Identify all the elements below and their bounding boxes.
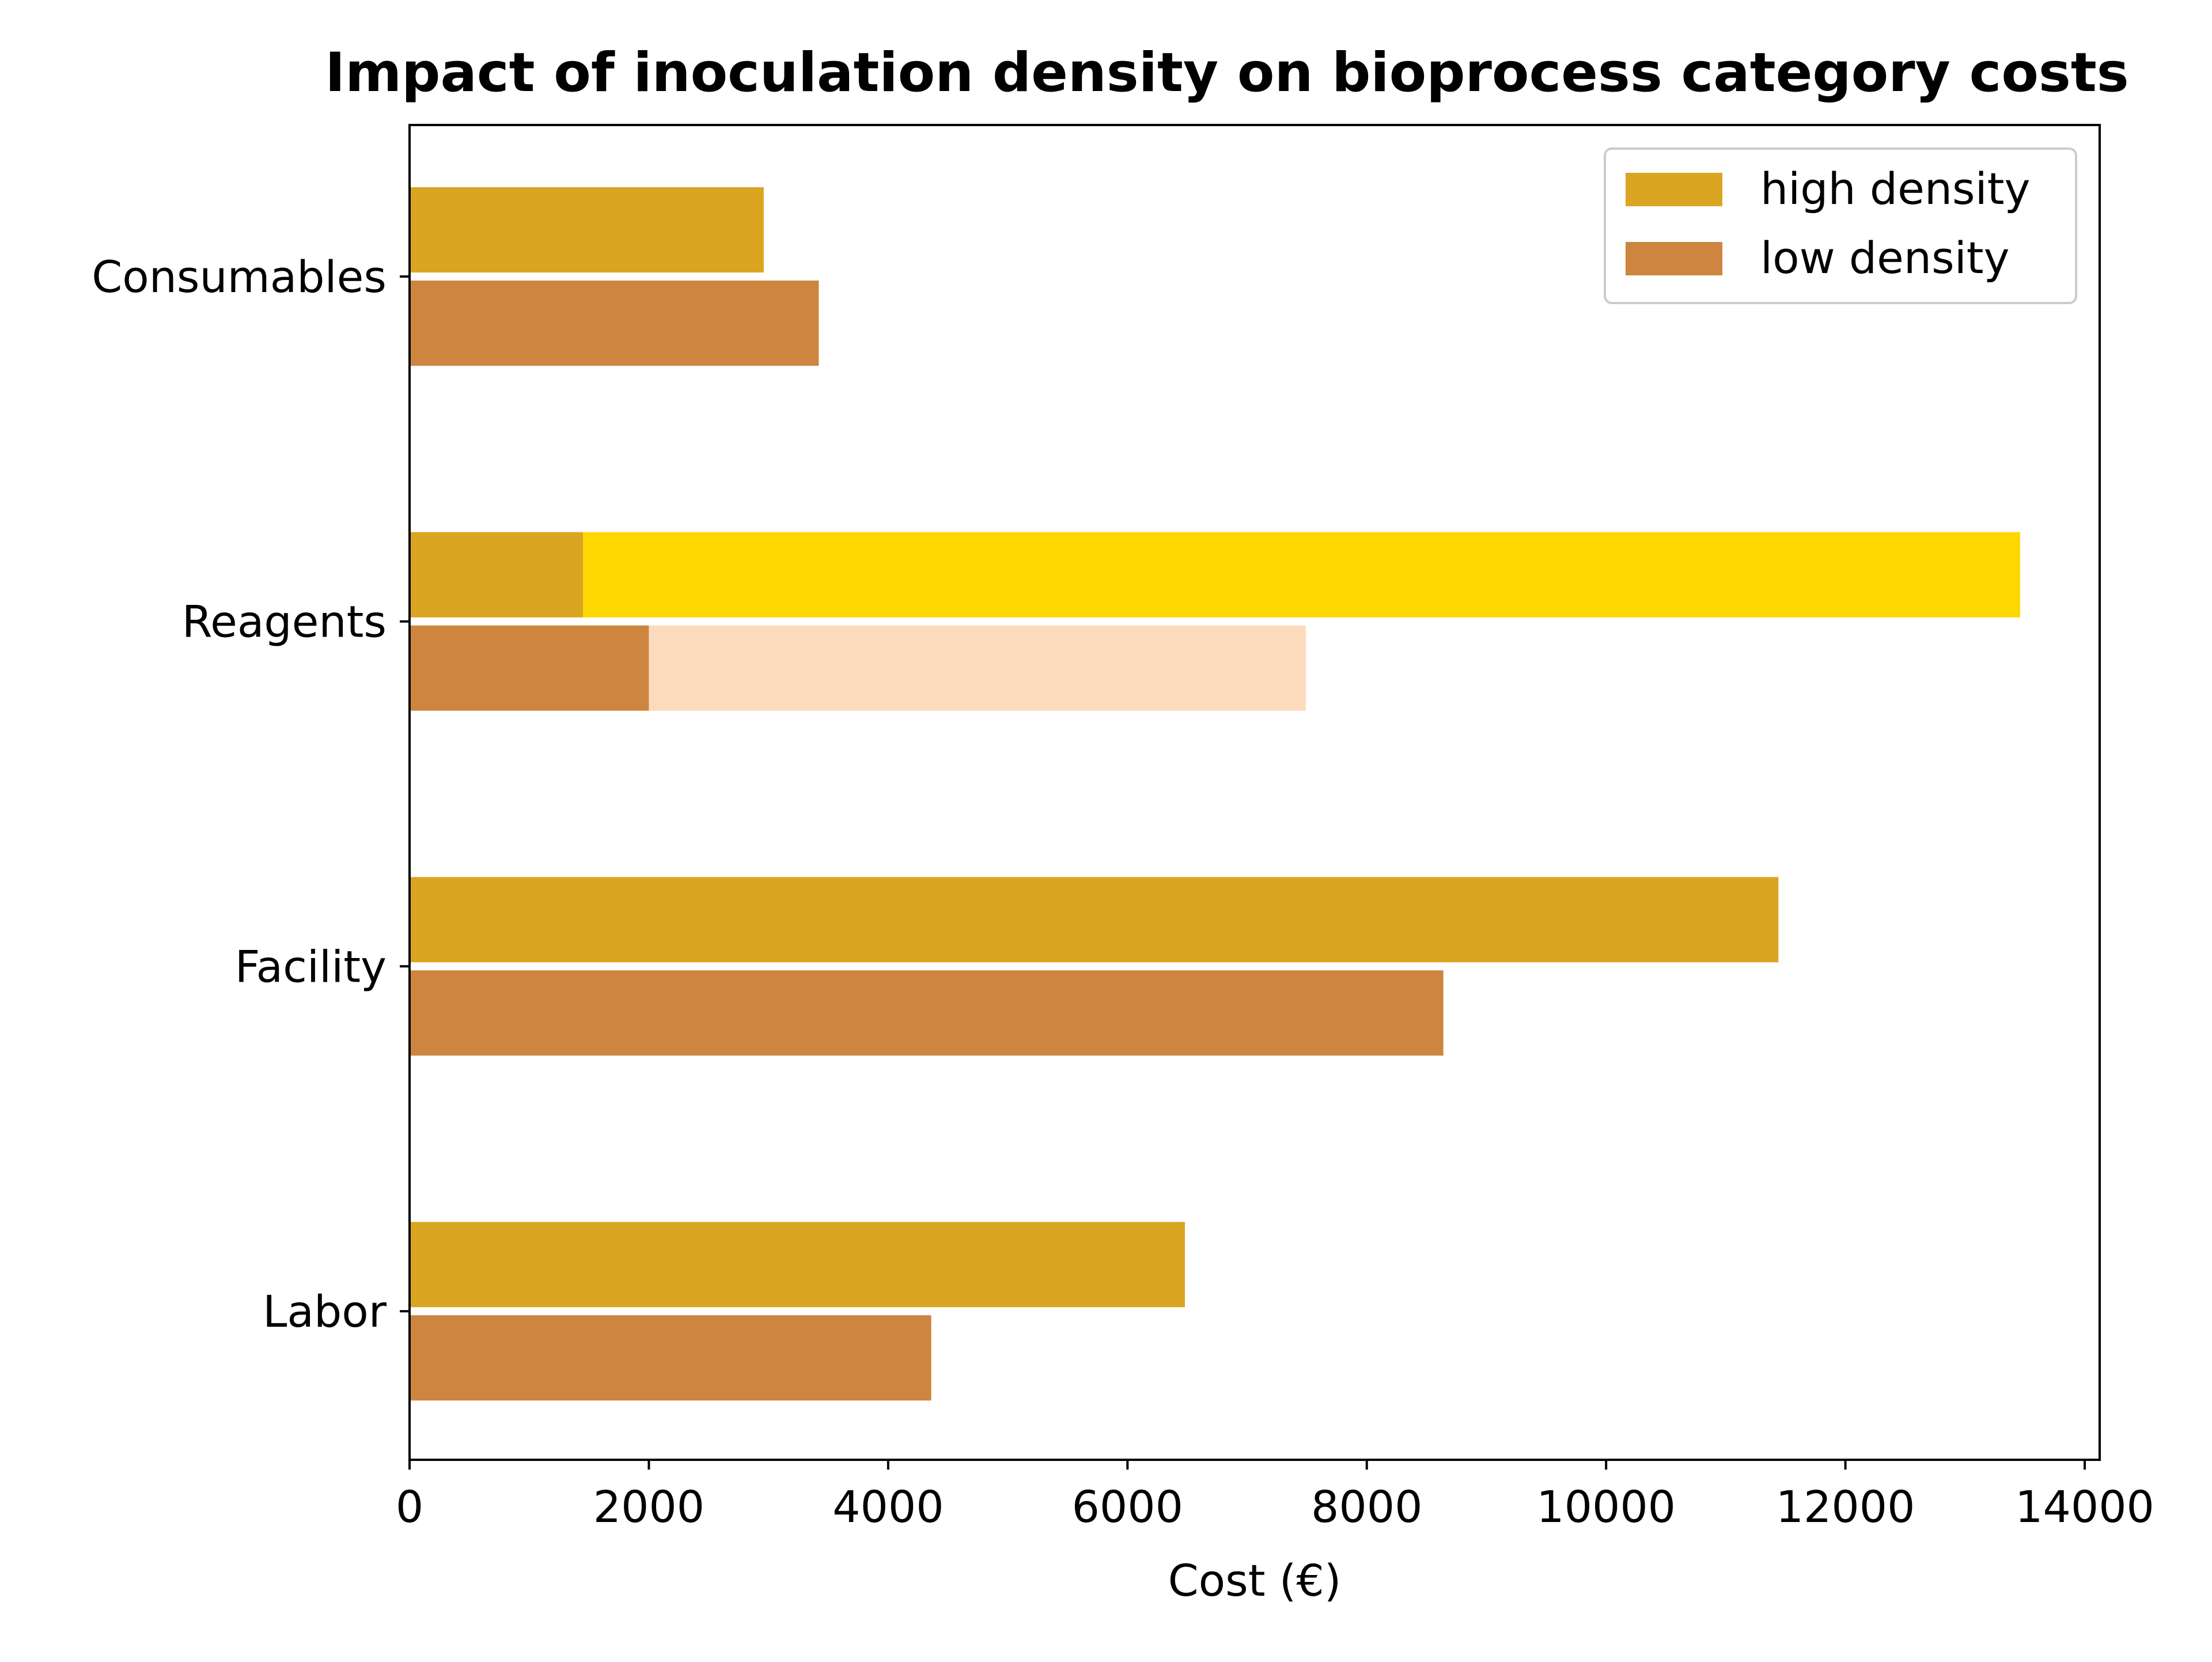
bar-low-density-reagents: [410, 625, 649, 711]
x-axis-ticks: 0 2000 4000 6000 8000 10000 12000 14000: [396, 1460, 2154, 1532]
x-tick-label: 10000: [1536, 1481, 1676, 1532]
x-tick-label: 12000: [1776, 1481, 1915, 1532]
y-axis-ticks: Consumables Reagents Facility Labor: [92, 251, 410, 1337]
bar-high-density-consumables: [410, 187, 764, 272]
bar-segment-high-density-reagents: [583, 532, 2020, 618]
x-tick-label: 0: [396, 1481, 423, 1532]
bar-low-density-labor: [410, 1315, 931, 1401]
y-tick-label-reagents: Reagents: [182, 596, 387, 648]
x-tick-label: 14000: [2015, 1481, 2154, 1532]
bar-low-density-consumables: [410, 281, 819, 366]
bar-high-density-reagents: [410, 532, 584, 618]
legend-label-low-density: low density: [1760, 232, 2010, 283]
y-tick-label-consumables: Consumables: [92, 251, 387, 302]
bar-segment-low-density-reagents: [649, 625, 1306, 711]
legend-label-high-density: high density: [1760, 163, 2031, 214]
bars-layer: [410, 187, 2020, 1401]
bar-high-density-labor: [410, 1222, 1185, 1308]
x-tick-label: 2000: [593, 1481, 704, 1532]
legend-swatch-high-density: [1626, 173, 1722, 206]
bar-high-density-facility: [410, 877, 1779, 963]
x-tick-label: 8000: [1311, 1481, 1422, 1532]
y-tick-label-facility: Facility: [235, 941, 387, 992]
x-tick-label: 4000: [832, 1481, 944, 1532]
legend-swatch-low-density: [1626, 242, 1722, 275]
x-tick-label: 6000: [1072, 1481, 1183, 1532]
legend: high density low density: [1604, 147, 2077, 304]
legend-box: [1604, 147, 2077, 304]
bar-low-density-facility: [410, 970, 1444, 1056]
chart-title: Impact of inoculation density on bioproc…: [325, 41, 2129, 104]
plot-frame: [408, 124, 2101, 1461]
x-axis-label: Cost (€): [1168, 1555, 1342, 1606]
y-tick-label-labor: Labor: [263, 1286, 387, 1337]
